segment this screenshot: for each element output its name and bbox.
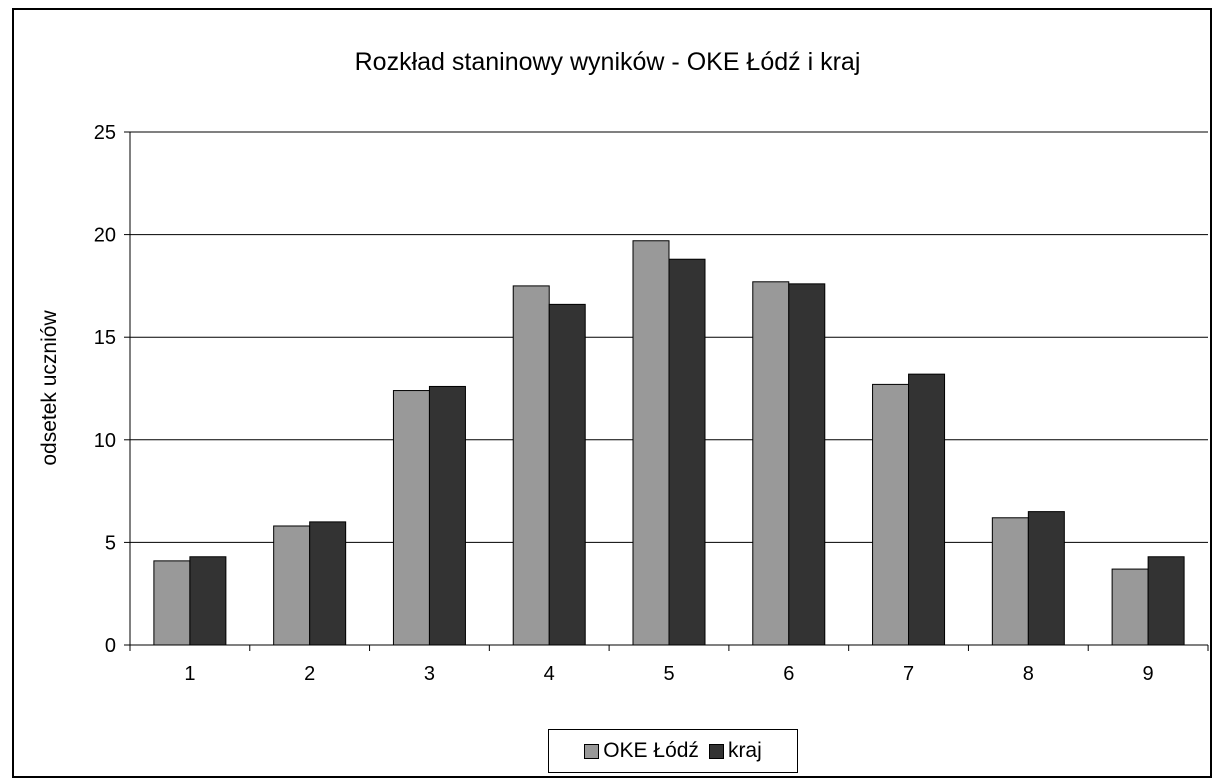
legend-swatch-oke [584, 743, 600, 759]
bar-kraj-6 [788, 283, 826, 646]
x-tick-label: 7 [903, 663, 914, 685]
y-tick-label: 10 [94, 430, 116, 452]
y-tick-label: 15 [94, 327, 116, 349]
x-tick-label: 3 [424, 663, 435, 685]
bar-kraj-1 [189, 556, 227, 646]
bar-kraj-7 [908, 373, 946, 646]
bar-oke-1 [153, 560, 191, 646]
bar-oke-4 [512, 285, 550, 646]
x-tick-label: 4 [544, 663, 555, 685]
x-tick-label: 5 [663, 663, 674, 685]
bar-oke-7 [872, 383, 910, 646]
bar-oke-3 [392, 390, 430, 646]
x-tick-label: 9 [1143, 663, 1154, 685]
y-tick-label: 5 [105, 532, 116, 554]
bar-kraj-9 [1147, 556, 1185, 646]
legend-label-oke: OKE Łódź [603, 739, 699, 762]
y-tick-label: 25 [94, 122, 116, 144]
chart-frame [12, 8, 1212, 778]
bar-kraj-5 [668, 258, 706, 646]
legend: OKE Łódź kraj [548, 729, 798, 773]
legend-swatch-kraj [708, 743, 724, 759]
x-tick-label: 1 [184, 663, 195, 685]
bar-kraj-2 [309, 521, 347, 646]
legend-item-oke: OKE Łódź [584, 739, 699, 763]
bar-oke-2 [273, 525, 311, 646]
bar-kraj-3 [428, 385, 466, 646]
legend-item-kraj: kraj [708, 739, 762, 763]
bar-oke-6 [752, 281, 790, 646]
x-tick-label: 6 [783, 663, 794, 685]
bar-oke-8 [991, 517, 1029, 646]
bar-kraj-4 [548, 303, 586, 646]
legend-label-kraj: kraj [727, 739, 762, 762]
bar-oke-9 [1111, 568, 1149, 646]
x-tick-label: 2 [304, 663, 315, 685]
bar-oke-5 [632, 240, 670, 646]
chart-title: Rozkład staninowy wyników - OKE Łódź i k… [354, 48, 861, 76]
y-tick-label: 20 [94, 225, 116, 247]
y-tick-label: 0 [105, 635, 116, 657]
x-tick-label: 8 [1023, 663, 1034, 685]
bar-kraj-8 [1027, 511, 1065, 646]
